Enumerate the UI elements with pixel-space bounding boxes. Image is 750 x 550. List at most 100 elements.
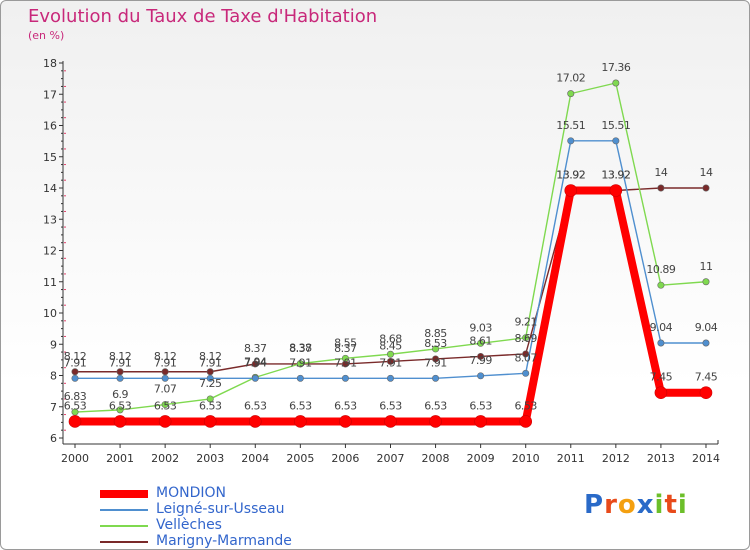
data-label: 10.89 [646,263,675,276]
data-point [161,368,169,376]
x-tick-label: 2008 [422,452,450,465]
data-point [519,415,533,428]
data-label: 8.38 [289,342,312,355]
data-label: 6.53 [424,399,447,412]
y-tick-label: 18 [43,57,57,70]
data-point [612,79,620,87]
data-label: 6.53 [379,399,402,412]
data-point [341,374,349,382]
y-tick-label: 17 [43,88,57,101]
data-label: 6.53 [334,399,357,412]
data-label: 7.91 [424,356,447,369]
data-label: 8.12 [199,350,222,363]
data-label: 7.94 [244,355,267,368]
data-label: 7.91 [289,356,312,369]
data-label: 6.53 [109,399,132,412]
data-label: 6.53 [64,399,87,412]
data-point [384,415,397,428]
data-point [248,415,262,428]
data-label: 11 [699,260,712,273]
data-label: 6.53 [469,399,492,412]
y-tick-label: 10 [43,307,57,320]
y-tick-label: 9 [50,338,57,351]
data-point [477,372,485,380]
data-point [657,281,665,289]
data-point [702,339,710,347]
data-label: 15.51 [556,119,585,132]
data-point [158,415,172,428]
legend-label: Leigné-sur-Usseau [156,501,285,517]
data-label: 9.04 [695,321,718,334]
data-label: 8.12 [109,350,132,363]
legend-label: Marigny-Marmande [156,533,292,549]
data-label: 13.92 [601,169,630,182]
y-tick-label: 13 [43,213,57,226]
data-label: 8.45 [379,339,402,352]
x-tick-label: 2014 [692,452,720,465]
data-label: 6.53 [514,399,537,412]
y-tick-label: 6 [50,432,57,445]
data-point [71,368,79,376]
data-label: 14 [699,166,712,179]
data-label: 6.53 [289,399,312,412]
data-point [251,374,259,382]
data-label: 7.07 [154,383,177,396]
x-tick-label: 2000 [61,452,89,465]
data-label: 6.53 [199,399,222,412]
data-point [161,374,169,382]
data-point [699,386,713,399]
data-label: 7.91 [64,356,87,369]
data-point [386,350,394,358]
data-point [116,406,124,414]
data-label: 7.91 [379,356,402,369]
y-tick-label: 7 [50,401,57,414]
data-point [432,355,440,363]
data-label: 6.9 [112,388,128,401]
chart-title: Evolution du Taux de Taxe d'Habitation [28,6,378,27]
data-point [296,360,304,368]
data-label: 8.55 [334,336,357,349]
data-label: 17.36 [601,61,630,74]
data-label: 8.37 [334,342,357,355]
data-label: 13.92 [556,169,585,182]
data-point [294,415,307,428]
x-tick-label: 2011 [557,452,585,465]
data-label: 8.68 [379,332,402,345]
data-point [206,368,214,376]
data-label: 8.53 [424,337,447,350]
legend-swatch [100,509,148,511]
x-tick-label: 2003 [196,452,224,465]
data-label: 6.53 [154,399,177,412]
data-label: 6.53 [244,399,267,412]
data-point [206,395,214,403]
data-point [161,401,169,409]
data-label: 7.94 [244,356,267,369]
data-label: 15.51 [601,119,630,132]
axes [59,61,719,448]
data-point [564,184,578,197]
x-tick-label: 2005 [286,452,314,465]
legend-swatch [100,541,148,543]
data-label: 17.02 [556,72,585,85]
data-label: 7.91 [154,356,177,369]
data-label: 8.69 [514,332,537,345]
data-point [654,386,668,399]
data-label: 9.21 [514,316,537,329]
data-point [116,374,124,382]
data-point [429,415,442,428]
y-tick-label: 12 [43,245,57,258]
data-label: 7.99 [469,354,492,367]
tick-labels: 6 7 8 9 10 11 12 13 14 15 16 17 18 2000 2001 2002 2003 20… [43,57,720,465]
data-label: 13.92 [601,169,630,182]
data-point [203,415,217,428]
x-tick-label: 2001 [106,452,134,465]
data-label: 8.12 [154,350,177,363]
data-label: 8.61 [469,334,492,347]
data-point [567,90,575,98]
data-point [113,415,127,428]
x-tick-label: 2010 [512,452,540,465]
data-label: 7.91 [334,356,357,369]
x-tick-label: 2009 [467,452,495,465]
data-label: 8.37 [289,342,312,355]
